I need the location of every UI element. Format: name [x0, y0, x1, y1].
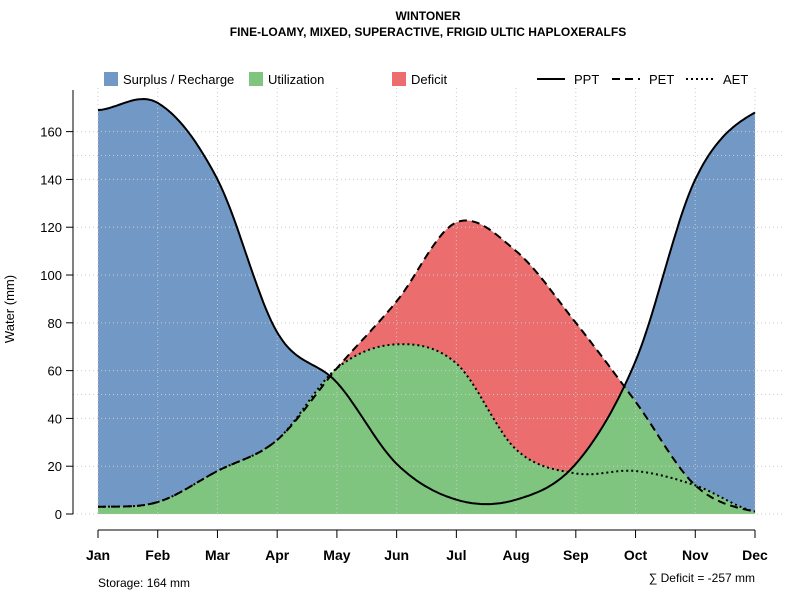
legend-label-pet: PET: [649, 72, 674, 87]
x-tick-label: Jun: [384, 547, 409, 563]
area-fills: [98, 99, 755, 514]
x-tick-label: Nov: [682, 547, 709, 563]
y-tick-label: 80: [48, 316, 62, 331]
x-tick-label: Mar: [205, 547, 230, 563]
y-tick-label: 20: [48, 459, 62, 474]
series-line-ppt: [97, 98, 756, 506]
x-ticks: Jan Feb Mar Apr May Jun Jul Aug Sep Oct Nov Dec: [86, 530, 768, 563]
y-tick-label: 40: [48, 411, 62, 426]
x-tick-label: Jan: [86, 547, 110, 563]
legend-swatch-surplus: [104, 72, 118, 86]
area-ppt-utilization: [98, 376, 755, 514]
series-line-pet: [98, 219, 756, 513]
legend-label-ppt: PPT: [574, 72, 599, 87]
x-tick-label: May: [323, 547, 350, 563]
legend-swatch-deficit: [392, 72, 406, 86]
x-tick-label: Dec: [742, 547, 768, 563]
y-axis-label: Water (mm): [2, 275, 17, 343]
y-tick-label: 160: [40, 125, 62, 140]
series-lines: [97, 98, 756, 513]
x-tick-label: Jul: [446, 547, 466, 563]
x-tick-label: Feb: [145, 547, 170, 563]
y-tick-label: 60: [48, 364, 62, 379]
legend-label-deficit: Deficit: [411, 72, 448, 87]
legend-label-surplus: Surplus / Recharge: [123, 72, 234, 87]
series-line-aet: [98, 343, 756, 513]
legend-label-utilization: Utilization: [268, 72, 324, 87]
y-tick-label: 100: [40, 268, 62, 283]
x-tick-label: Apr: [265, 547, 290, 563]
x-tick-label: Oct: [624, 547, 648, 563]
storage-footnote: Storage: 164 mm: [98, 576, 190, 590]
y-tick-label: 0: [55, 507, 62, 522]
chart-subtitle: FINE-LOAMY, MIXED, SUPERACTIVE, FRIGID U…: [230, 25, 626, 39]
y-tick-label: 120: [40, 220, 62, 235]
deficit-footnote: ∑ Deficit = -257 mm: [649, 571, 755, 585]
y-tick-label: 140: [40, 172, 62, 187]
x-tick-label: Sep: [563, 547, 589, 563]
y-ticks: 0 20 40 60 80 100 120 140 160: [40, 125, 73, 522]
x-tick-label: Aug: [502, 547, 529, 563]
legend-swatch-utilization: [249, 72, 263, 86]
chart-title: WINTONER: [395, 9, 460, 23]
legend-label-aet: AET: [723, 72, 748, 87]
